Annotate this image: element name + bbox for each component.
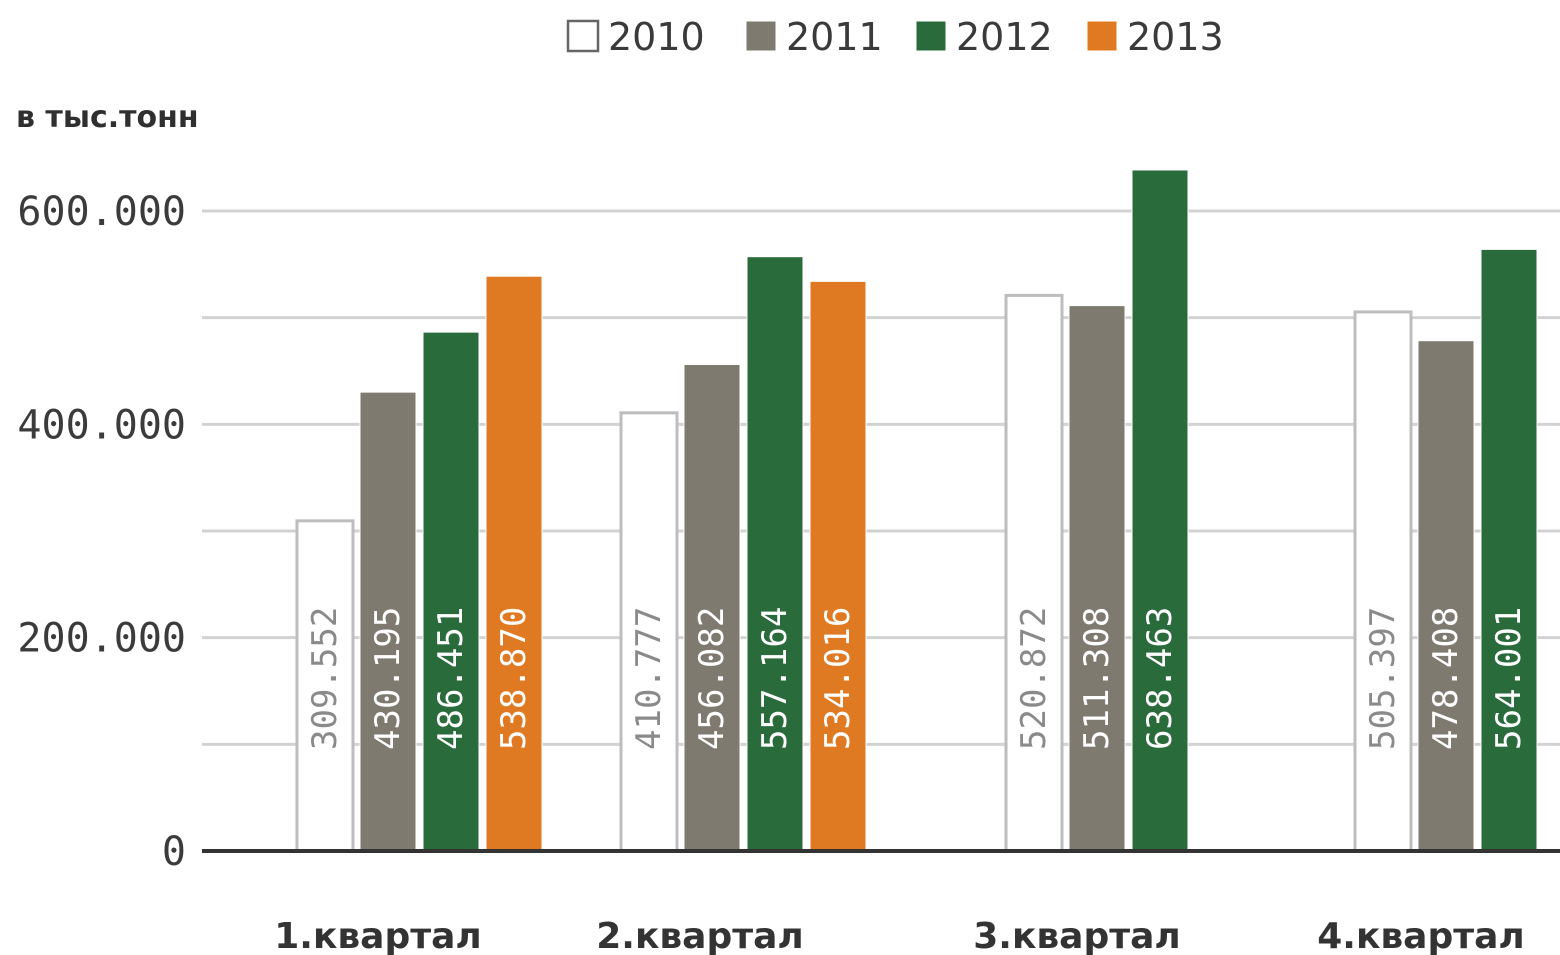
y-tick-label: 200.000 [17, 616, 186, 662]
bar-2011-q4 [1417, 340, 1475, 852]
bar-2013-q1 [485, 275, 543, 852]
bar-2012-q2 [746, 256, 804, 852]
data-label: 309.552 [305, 607, 345, 750]
legend-swatch [1086, 20, 1118, 52]
x-axis-ticks: 1.квартал 2.квартал 3.квартал 4.квартал [274, 916, 1525, 955]
bars: 309.552 430.195 486.451 538.870 410.777 456.0… [295, 169, 1538, 853]
y-axis-ticks: 0 200.000 400.000 600.000 [17, 189, 186, 875]
legend: 2010 2011 2012 2013 [566, 15, 1224, 59]
legend-swatch [915, 20, 947, 52]
bar-2010-q2 [619, 411, 679, 853]
x-tick-label: 2.квартал [596, 916, 804, 955]
data-label: 430.195 [368, 607, 408, 750]
legend-label: 2012 [956, 15, 1053, 59]
data-label: 410.777 [629, 607, 669, 750]
data-label: 486.451 [431, 607, 471, 750]
bar-2012-q1 [422, 331, 480, 852]
data-label: 564.001 [1489, 607, 1529, 750]
y-axis-unit-label: в тыс.тонн [16, 100, 199, 135]
data-label: 505.397 [1363, 607, 1403, 750]
y-tick-label: 0 [162, 829, 186, 875]
bar-2011-q3 [1068, 305, 1126, 852]
x-tick-label: 3.квартал [973, 916, 1181, 955]
bar-2012-q3 [1131, 169, 1189, 852]
bar-2011-q1 [359, 391, 417, 852]
data-label: 534.016 [818, 607, 858, 750]
data-label: 511.308 [1077, 607, 1117, 750]
x-tick-label: 4.квартал [1317, 916, 1525, 955]
legend-label: 2010 [608, 15, 705, 59]
data-label: 478.408 [1426, 607, 1466, 750]
bar-2012-q4 [1480, 248, 1538, 852]
legend-swatch [566, 19, 600, 53]
bar-2010-q4 [1353, 310, 1413, 853]
legend-swatch [745, 20, 777, 52]
data-label: 538.870 [494, 607, 534, 750]
bar-2010-q3 [1004, 293, 1064, 853]
legend-label: 2011 [786, 15, 883, 59]
bar-2011-q2 [683, 364, 741, 852]
x-tick-label: 1.квартал [274, 916, 482, 955]
data-label: 456.082 [692, 607, 732, 750]
data-label: 557.164 [755, 607, 795, 750]
legend-label: 2013 [1127, 15, 1224, 59]
bar-2013-q2 [809, 280, 867, 852]
y-tick-label: 600.000 [17, 189, 186, 235]
data-label: 638.463 [1140, 607, 1180, 750]
y-tick-label: 400.000 [17, 402, 186, 448]
data-label: 520.872 [1014, 607, 1054, 750]
